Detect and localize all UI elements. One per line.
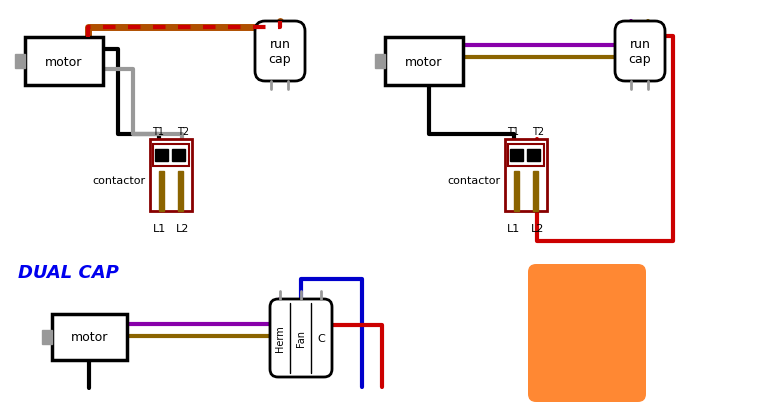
Text: L2: L2 — [176, 224, 189, 233]
Text: Fan: Fan — [296, 330, 306, 347]
Bar — [527, 149, 540, 162]
Bar — [150, 140, 192, 211]
Bar — [155, 149, 168, 162]
Text: motor: motor — [46, 55, 83, 68]
Text: T2: T2 — [177, 127, 189, 136]
Text: DUAL CAP: DUAL CAP — [18, 263, 119, 281]
Text: motor: motor — [405, 55, 443, 68]
Text: run
cap: run cap — [628, 38, 652, 66]
Bar — [153, 145, 189, 166]
Bar — [510, 149, 523, 162]
Bar — [172, 149, 185, 162]
Bar — [508, 145, 544, 166]
Text: C: C — [317, 333, 325, 343]
Text: L1: L1 — [152, 224, 165, 233]
FancyBboxPatch shape — [528, 264, 646, 402]
Text: motor: motor — [71, 331, 108, 344]
Bar — [505, 140, 547, 211]
Bar — [514, 172, 519, 211]
Text: run
cap: run cap — [269, 38, 291, 66]
Bar — [375, 55, 385, 69]
Text: L2: L2 — [531, 224, 545, 233]
FancyBboxPatch shape — [615, 22, 665, 82]
Bar — [159, 172, 164, 211]
Bar — [42, 330, 52, 344]
Text: contactor: contactor — [92, 175, 145, 185]
Text: L1: L1 — [507, 224, 521, 233]
Bar — [15, 55, 25, 69]
Text: T2: T2 — [532, 127, 544, 136]
Bar — [25, 38, 103, 86]
Text: Herm: Herm — [275, 325, 285, 352]
Bar — [533, 172, 538, 211]
FancyBboxPatch shape — [270, 299, 332, 377]
Bar — [178, 172, 183, 211]
FancyBboxPatch shape — [255, 22, 305, 82]
Text: T1: T1 — [152, 127, 164, 136]
Bar — [385, 38, 463, 86]
Bar — [52, 314, 127, 360]
Text: T1: T1 — [507, 127, 519, 136]
Text: contactor: contactor — [447, 175, 500, 185]
